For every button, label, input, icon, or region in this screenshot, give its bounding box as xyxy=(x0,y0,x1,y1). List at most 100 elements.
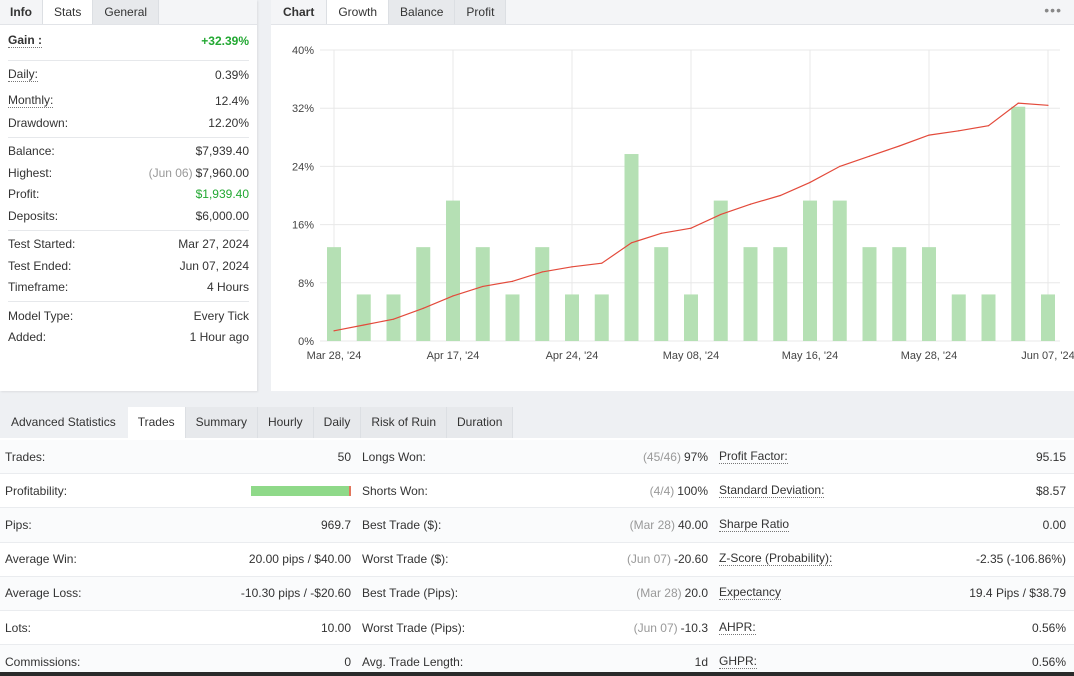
chart-bar xyxy=(773,247,788,341)
tab-hourly[interactable]: Hourly xyxy=(257,407,314,438)
stat-label: Worst Trade (Pips): xyxy=(362,620,466,635)
growth-point xyxy=(958,130,960,132)
stat-label: Profitability: xyxy=(5,483,68,498)
tab-profit[interactable]: Profit xyxy=(455,0,507,24)
stat-muted: (Jun 07) xyxy=(626,552,671,567)
stat-label[interactable]: Profit Factor: xyxy=(719,448,788,464)
x-tick-label: May 16, '24 xyxy=(782,350,839,362)
y-tick-label: 0% xyxy=(298,336,314,348)
stat-label[interactable]: Sharpe Ratio xyxy=(719,516,790,532)
stat-label[interactable]: AHPR: xyxy=(719,619,756,635)
stat-cell: Longs Won: (45/46) 97% xyxy=(357,440,714,473)
monthly-label[interactable]: Monthly: xyxy=(8,93,54,109)
stat-label[interactable]: Z-Score (Probability): xyxy=(719,551,833,567)
tab-info[interactable]: Info xyxy=(0,0,43,24)
tab-balance[interactable]: Balance xyxy=(389,0,456,24)
stat-cell: Profit Factor: 95.15 xyxy=(714,440,1074,473)
chart-tabs: Chart Growth Balance Profit xyxy=(271,0,1074,25)
stat-value: 40.00 xyxy=(677,517,708,532)
growth-point xyxy=(1047,104,1049,106)
growth-point xyxy=(392,318,395,320)
stat-label[interactable]: GHPR: xyxy=(719,653,758,669)
y-tick-label: 32% xyxy=(292,103,314,115)
growth-point xyxy=(928,134,930,136)
x-tick-label: May 08, '24 xyxy=(663,350,720,362)
divider xyxy=(8,136,249,138)
x-tick-label: Apr 24, '24 xyxy=(546,350,599,362)
highest-value: $7,960.00 xyxy=(195,165,249,180)
model-type-value: Every Tick xyxy=(193,308,249,323)
x-tick-label: May 28, '24 xyxy=(901,350,958,362)
monthly-row: Monthly: 12.4% xyxy=(8,91,249,113)
stat-value: 10.00 xyxy=(320,620,351,635)
chart-bar xyxy=(832,200,847,341)
highest-label: Highest: xyxy=(8,165,53,180)
chart-bar xyxy=(624,154,639,341)
table-row: Commissions: 0 Avg. Trade Length: 1d GHPR: 0.… xyxy=(0,645,1074,676)
stat-muted: (4/4) xyxy=(649,483,675,498)
tab-trades[interactable]: Trades xyxy=(127,407,186,438)
daily-label[interactable]: Daily: xyxy=(8,66,39,82)
tab-summary[interactable]: Summary xyxy=(185,407,258,438)
tab-stats[interactable]: Stats xyxy=(43,0,94,24)
drawdown-value: 12.20% xyxy=(208,115,249,130)
tab-chart[interactable]: Chart xyxy=(271,0,328,24)
profit-label: Profit: xyxy=(8,187,40,202)
stat-cell: Expectancy 19.4 Pips / $38.79 xyxy=(714,577,1074,610)
tab-growth[interactable]: Growth xyxy=(327,0,390,24)
monthly-value: 12.4% xyxy=(214,94,249,109)
gain-label[interactable]: Gain : xyxy=(8,33,43,48)
stat-value-wrap: (Mar 28) 40.00 xyxy=(630,518,708,532)
stat-cell: Standard Deviation: $8.57 xyxy=(714,474,1074,507)
chart-bar xyxy=(862,247,877,341)
stat-label: Shorts Won: xyxy=(362,483,428,498)
table-row: Lots: 10.00 Worst Trade (Pips): (Jun 07) -10… xyxy=(0,611,1074,646)
chart-bar xyxy=(327,247,341,341)
stat-cell: Profitability: xyxy=(0,474,357,507)
chart-bar xyxy=(446,200,460,341)
growth-point xyxy=(690,227,692,229)
x-tick-label: Mar 28, '24 xyxy=(307,350,362,362)
tab-duration[interactable]: Duration xyxy=(447,407,514,438)
x-tick-label: Jun 07, '24 xyxy=(1021,350,1074,362)
more-options-icon[interactable]: ••• xyxy=(1044,2,1062,18)
chart-bar xyxy=(505,294,520,341)
stat-value: -10.3 xyxy=(680,620,708,635)
chart-bar xyxy=(684,294,698,341)
chart-bar xyxy=(1041,294,1055,341)
table-row: Pips: 969.7 Best Trade ($): (Mar 28) 40.00 Sh… xyxy=(0,508,1074,543)
tab-daily[interactable]: Daily xyxy=(313,407,362,438)
tab-risk-of-ruin[interactable]: Risk of Ruin xyxy=(361,407,448,438)
growth-point xyxy=(422,307,424,309)
gain-value: +32.39% xyxy=(201,34,249,48)
stat-value-wrap: (Jun 07) -10.3 xyxy=(634,621,708,635)
growth-point xyxy=(898,145,900,147)
stat-cell: Shorts Won: (4/4) 100% xyxy=(357,474,714,507)
timeframe-row: Timeframe: 4 Hours xyxy=(8,277,249,299)
chart-bar xyxy=(892,247,907,341)
growth-point xyxy=(333,330,335,332)
stat-muted: (Jun 07) xyxy=(633,620,678,635)
y-tick-label: 16% xyxy=(292,220,314,232)
test-started-label: Test Started: xyxy=(8,237,76,252)
tab-advanced-statistics[interactable]: Advanced Statistics xyxy=(0,407,128,438)
growth-point xyxy=(511,280,514,282)
chart-bar xyxy=(743,247,758,341)
growth-point xyxy=(630,242,633,244)
balance-row: Balance: $7,939.40 xyxy=(8,141,249,163)
stat-cell: Worst Trade ($): (Jun 07) -20.60 xyxy=(357,543,714,576)
growth-point xyxy=(482,285,484,288)
stat-label[interactable]: Standard Deviation: xyxy=(719,482,825,498)
stat-value: 1d xyxy=(694,654,708,669)
profitability-bar xyxy=(251,485,351,496)
test-started-value: Mar 27, 2024 xyxy=(178,237,249,252)
test-started-row: Test Started: Mar 27, 2024 xyxy=(8,234,249,256)
stat-cell: Avg. Trade Length: 1d xyxy=(357,645,714,676)
stat-label: Longs Won: xyxy=(362,449,426,464)
stat-value: 100% xyxy=(677,483,708,498)
stat-label[interactable]: Expectancy xyxy=(719,585,782,601)
growth-point xyxy=(571,266,573,268)
profitability-bar-loss xyxy=(349,485,351,496)
tab-general[interactable]: General xyxy=(93,0,160,24)
chart-bar xyxy=(416,247,431,341)
